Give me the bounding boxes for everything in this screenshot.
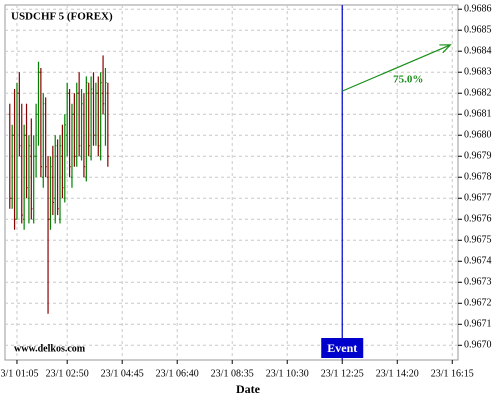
ohlc-bar xyxy=(42,93,45,188)
ohlc-bar xyxy=(70,103,74,188)
ohlc-bar xyxy=(8,103,11,209)
event-box xyxy=(321,338,364,358)
x-tick-label: 23/1 06:40 xyxy=(156,368,199,379)
watermark: www.delkos.com xyxy=(14,343,86,354)
ohlc-bar xyxy=(44,97,47,178)
ohlc-bar xyxy=(54,135,57,224)
y-tick-label: 0.9681 xyxy=(464,109,492,120)
chart-title: USDCHF 5 (FOREX) xyxy=(11,11,113,23)
y-tick-label: 0.9678 xyxy=(464,172,492,183)
ohlc-bar xyxy=(80,89,83,161)
ohlc-bar xyxy=(39,68,43,178)
trend-arrow xyxy=(342,44,451,92)
y-tick-label: 0.9679 xyxy=(464,151,492,162)
ohlc-bar xyxy=(85,76,88,182)
y-tick-label: 0.9686 xyxy=(464,3,492,14)
ohlc-bar xyxy=(99,72,102,161)
x-tick-label: 23/1 16:15 xyxy=(431,368,474,379)
x-tick-label: 23/1 12:25 xyxy=(321,368,364,379)
x-tick-label: 23/1 04:45 xyxy=(101,368,144,379)
ohlc-bar xyxy=(92,72,95,146)
arrow-head xyxy=(439,44,452,54)
ohlc-bar xyxy=(30,118,33,220)
ohlc-bar xyxy=(46,156,50,314)
ohlc-bar xyxy=(22,124,26,230)
y-tick-label: 0.9684 xyxy=(464,46,492,57)
ohlc-bar xyxy=(37,61,40,146)
x-tick-label: 23/1 08:35 xyxy=(211,368,254,379)
y-tick-label: 0.9674 xyxy=(464,256,492,267)
ohlc-bar xyxy=(18,72,21,157)
x-tick-label: 23/1 10:30 xyxy=(266,368,309,379)
y-tick-label: 0.9670 xyxy=(464,340,492,351)
y-tick-label: 0.9672 xyxy=(464,298,492,309)
arrow-label: 75.0% xyxy=(393,74,423,86)
x-tick-label: 23/1 02:50 xyxy=(46,368,89,379)
ohlc-bar xyxy=(49,156,52,230)
ohlc-bar xyxy=(34,103,38,178)
ohlc-bar xyxy=(68,89,71,178)
y-tick-label: 0.9680 xyxy=(464,130,492,141)
x-axis-label: Date xyxy=(236,382,261,396)
ohlc-bar xyxy=(15,82,19,220)
ohlc-bar xyxy=(56,139,59,216)
y-tick-label: 0.9682 xyxy=(464,88,492,99)
ohlc-bar xyxy=(75,82,78,167)
plot-area xyxy=(4,4,459,361)
ohlc-bar xyxy=(13,89,16,230)
ohlc-bar xyxy=(73,93,76,167)
ohlc-bar xyxy=(87,82,90,157)
y-tick-label: 0.9675 xyxy=(464,235,492,246)
y-tick-label: 0.9685 xyxy=(464,25,492,36)
ohlc-bar xyxy=(63,114,66,203)
ohlc-bar xyxy=(51,145,55,216)
y-tick-label: 0.9676 xyxy=(464,214,492,225)
ohlc-bar xyxy=(106,82,110,167)
ohlc-bar xyxy=(94,82,98,146)
ohlc-bar xyxy=(58,135,62,224)
ohlc-bar xyxy=(97,76,100,157)
x-tick-label: 23/1 01:05 xyxy=(0,368,38,379)
y-tick-label: 0.9683 xyxy=(464,67,492,78)
ohlc-bar xyxy=(89,76,93,161)
ohlc-bar xyxy=(32,135,35,224)
ohlc-bar xyxy=(20,103,23,224)
ohlc-bar xyxy=(10,124,14,209)
event-label: Event xyxy=(327,341,357,355)
y-tick-label: 0.9671 xyxy=(464,319,492,330)
ohlc-bar xyxy=(77,72,81,157)
ohlc-bar xyxy=(61,124,64,199)
y-tick-label: 0.9677 xyxy=(464,193,492,204)
ohlc-bar xyxy=(104,68,107,146)
ohlc-bar xyxy=(65,82,69,157)
x-tick-label: 23/1 14:20 xyxy=(376,368,419,379)
ohlc-bar xyxy=(82,93,86,178)
ohlc-bar xyxy=(25,103,28,199)
ohlc-bar xyxy=(27,135,31,224)
ohlc-bar xyxy=(101,55,105,115)
y-tick-label: 0.9673 xyxy=(464,277,492,288)
